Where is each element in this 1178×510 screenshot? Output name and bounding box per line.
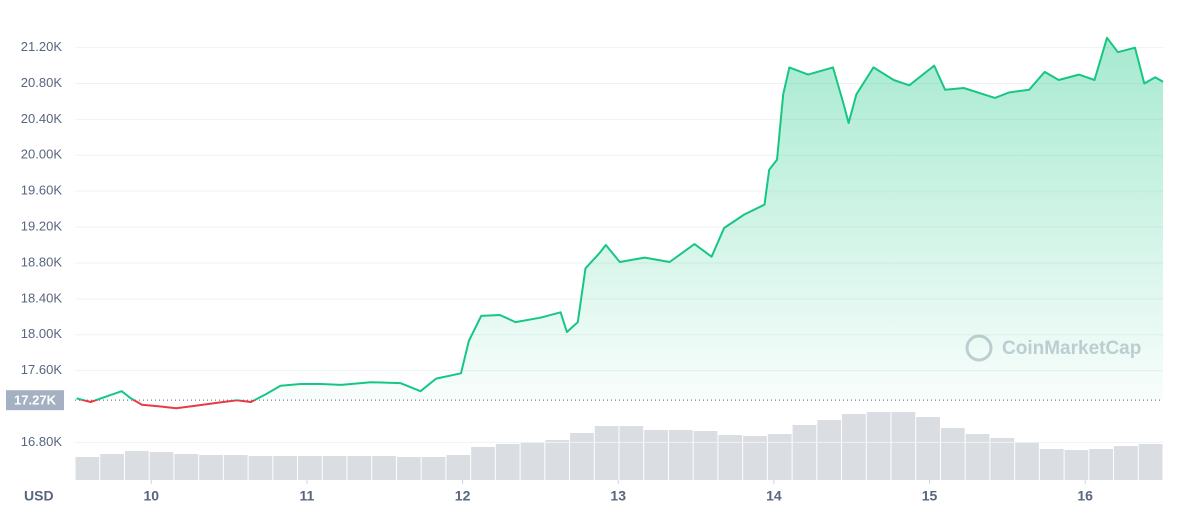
- y-tick-label: 20.80K: [21, 75, 63, 90]
- baseline-label: 17.27K: [14, 393, 57, 408]
- x-tick-label: 14: [766, 488, 782, 504]
- volume-bar: [545, 440, 570, 480]
- y-tick-label: 21.20K: [21, 39, 63, 54]
- volume-bar: [273, 456, 298, 480]
- volume-bar: [471, 447, 495, 480]
- volume-bar: [446, 455, 471, 480]
- volume-bar: [495, 444, 520, 480]
- volume-bar: [421, 457, 446, 480]
- x-tick-label: 12: [455, 488, 471, 504]
- volume-bar: [792, 425, 817, 480]
- volume-bar: [1064, 450, 1089, 480]
- y-tick-label: 18.80K: [21, 254, 63, 269]
- volume-bar: [100, 454, 124, 480]
- volume-bar: [149, 452, 174, 480]
- volume-bar: [570, 433, 594, 480]
- x-tick-label: 13: [610, 488, 626, 504]
- y-tick-label: 20.40K: [21, 111, 63, 126]
- volume-bar: [322, 456, 347, 480]
- currency-label: USD: [24, 488, 54, 504]
- volume-bar: [916, 417, 940, 480]
- x-tick-label: 10: [143, 488, 159, 504]
- volume-bar: [817, 420, 842, 480]
- volume-bar: [199, 455, 223, 480]
- volume-bar: [223, 455, 248, 480]
- volume-bar: [891, 412, 916, 480]
- price-line: [76, 36, 1164, 410]
- volume-bar: [1089, 449, 1114, 480]
- volume-bar: [990, 438, 1015, 480]
- volume-bar: [1015, 442, 1039, 480]
- volume-bar: [940, 428, 965, 480]
- volume-bar: [75, 457, 100, 480]
- volume-bar: [718, 435, 743, 480]
- volume-bar: [668, 430, 693, 480]
- volume-bar: [594, 426, 619, 480]
- volume-bar: [1114, 446, 1138, 480]
- volume-bar: [743, 436, 767, 480]
- x-tick-label: 15: [922, 488, 938, 504]
- volume-bar: [693, 431, 718, 480]
- volume-bar: [372, 456, 396, 480]
- volume-bar: [1138, 444, 1163, 480]
- volume-bar: [124, 451, 149, 480]
- price-area: [76, 37, 1163, 401]
- volume-bar: [619, 426, 644, 480]
- volume-bar: [1039, 449, 1064, 480]
- volume-bar: [298, 456, 322, 480]
- volume-bar: [842, 414, 866, 480]
- y-tick-label: 18.00K: [21, 326, 63, 341]
- volume-bar: [767, 434, 792, 480]
- y-tick-label: 19.60K: [21, 183, 63, 198]
- volume-bar: [396, 457, 421, 480]
- y-tick-label: 16.80K: [21, 434, 63, 449]
- y-tick-label: 19.20K: [21, 218, 63, 233]
- volume-bar: [174, 454, 199, 480]
- volume-bar: [347, 456, 372, 480]
- y-tick-label: 17.60K: [21, 362, 63, 377]
- y-tick-label: 18.40K: [21, 290, 63, 305]
- x-tick-label: 16: [1077, 488, 1093, 504]
- baseline-label-bg: [6, 390, 64, 411]
- x-tick-label: 11: [300, 488, 315, 504]
- volume-bar: [248, 456, 273, 480]
- volume-bar: [866, 412, 891, 480]
- y-tick-label: 20.00K: [21, 147, 63, 162]
- volume-bar: [644, 430, 668, 480]
- volume-bar: [965, 434, 990, 480]
- volume-bar: [520, 442, 545, 480]
